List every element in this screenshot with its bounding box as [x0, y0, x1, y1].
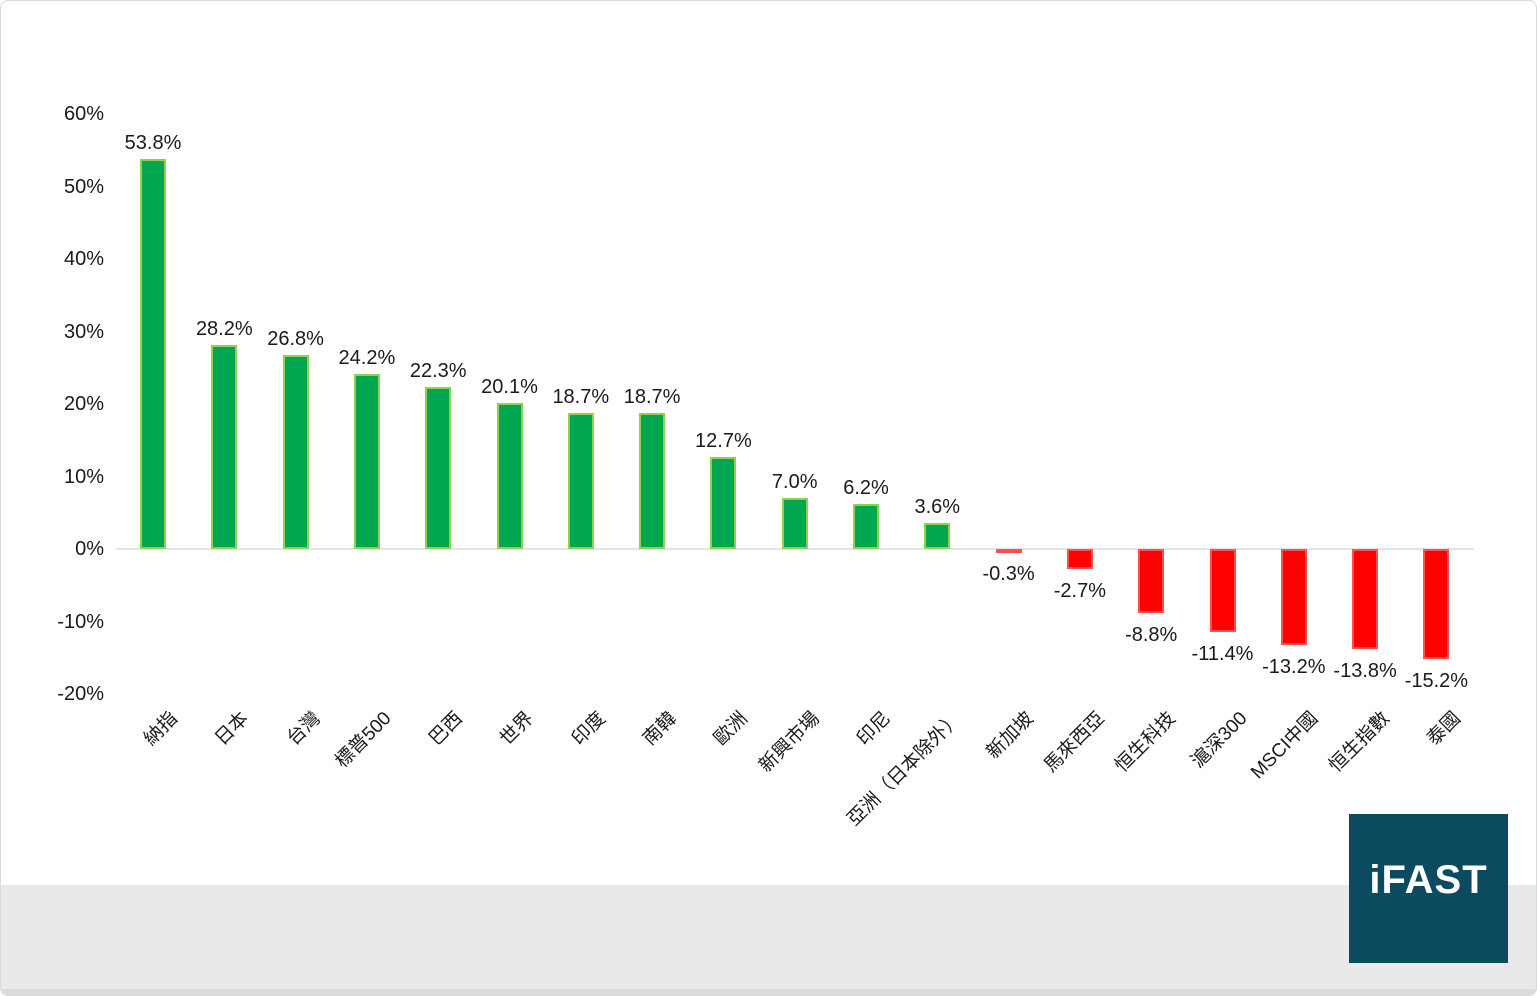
x-axis-category-label: MSCI中國 — [1247, 708, 1323, 784]
x-axis-category-label: 巴西 — [425, 708, 468, 750]
bar-value-label: -11.4% — [1191, 642, 1254, 665]
bar-value-label: 26.8% — [267, 327, 324, 350]
bar-column — [211, 344, 238, 549]
x-axis-category-label: 恒生指數 — [1325, 708, 1394, 777]
bar-value-label: 3.6% — [914, 495, 961, 518]
bar-value-label: -13.8% — [1333, 660, 1397, 683]
y-axis-tick-label: 30% — [63, 320, 104, 343]
bar-column — [1209, 549, 1236, 632]
bar-value-label: 6.2% — [843, 477, 889, 500]
y-axis-tick-label: -20% — [57, 683, 104, 705]
x-axis-category-label: 南韓 — [639, 708, 681, 750]
bar-column — [353, 373, 380, 549]
y-axis-tick-label: 60% — [63, 103, 104, 125]
bar-column — [1423, 549, 1450, 660]
x-axis-category-label: 滬深300 — [1187, 708, 1252, 773]
x-axis-category-label: 納指 — [140, 708, 182, 750]
x-axis-category-label: 標普500 — [331, 708, 396, 773]
bar-value-label: -8.8% — [1125, 623, 1178, 646]
bar-column — [567, 413, 594, 549]
bar-value-label: 53.8% — [124, 131, 182, 154]
bar-column — [496, 403, 523, 549]
bar-column — [140, 158, 166, 549]
bar-column — [282, 354, 309, 549]
y-axis-tick-label: 50% — [63, 175, 104, 198]
x-axis-category-label: 新加坡 — [982, 708, 1038, 764]
x-axis-category-label: 恒生科技 — [1111, 708, 1181, 777]
bar-column — [1138, 549, 1165, 613]
y-axis-tick-label: -10% — [57, 610, 104, 633]
bar-column — [781, 498, 808, 549]
bar-column — [853, 504, 879, 549]
x-axis-category-label: 世界 — [496, 708, 539, 750]
bar-value-label: -2.7% — [1053, 579, 1107, 602]
bar-value-label: 28.2% — [195, 317, 253, 340]
bar-value-label: 22.3% — [409, 360, 467, 383]
x-axis-category-label: 泰國 — [1423, 708, 1466, 750]
x-axis-category-label: 歐洲 — [710, 708, 753, 750]
ifast-logo: iFAST — [1349, 814, 1508, 963]
bar-column — [710, 456, 737, 549]
bar-value-label: -0.3% — [982, 563, 1035, 585]
x-axis-category-label: 日本 — [211, 708, 254, 750]
bar-value-label: 12.7% — [695, 429, 752, 452]
footer-band — [1, 885, 1536, 995]
x-axis-category-label: 新興市場 — [754, 708, 824, 777]
bar-value-label: 24.2% — [338, 346, 396, 369]
x-axis-category-label: 馬來西亞 — [1040, 708, 1109, 777]
x-axis-category-label: 台灣 — [282, 708, 325, 750]
y-axis-tick-label: 10% — [63, 465, 104, 488]
zero-axis-line — [116, 548, 1474, 550]
bar-column — [425, 387, 452, 549]
ifast-logo-text: iFAST — [1369, 858, 1488, 902]
x-axis-category-label: 印度 — [567, 708, 610, 750]
y-axis-tick-label: 20% — [63, 393, 104, 415]
bar-column — [639, 413, 666, 549]
bar-value-label: 18.7% — [552, 386, 610, 409]
y-axis-tick-label: 40% — [63, 248, 104, 270]
bar-value-label: 20.1% — [481, 376, 538, 399]
bar-value-label: -15.2% — [1404, 670, 1469, 693]
bar-column — [995, 549, 1022, 553]
bar-column — [1352, 549, 1379, 650]
bar-value-label: -13.2% — [1262, 655, 1326, 678]
y-axis-tick-label: 0% — [75, 538, 104, 560]
bar-column — [1066, 549, 1093, 569]
bar-value-label: 18.7% — [623, 386, 681, 409]
bar-column — [1280, 549, 1307, 645]
bar-column — [924, 522, 951, 549]
x-axis-category-label: 印尼 — [853, 708, 895, 750]
bar-value-label: 7.0% — [771, 471, 818, 494]
